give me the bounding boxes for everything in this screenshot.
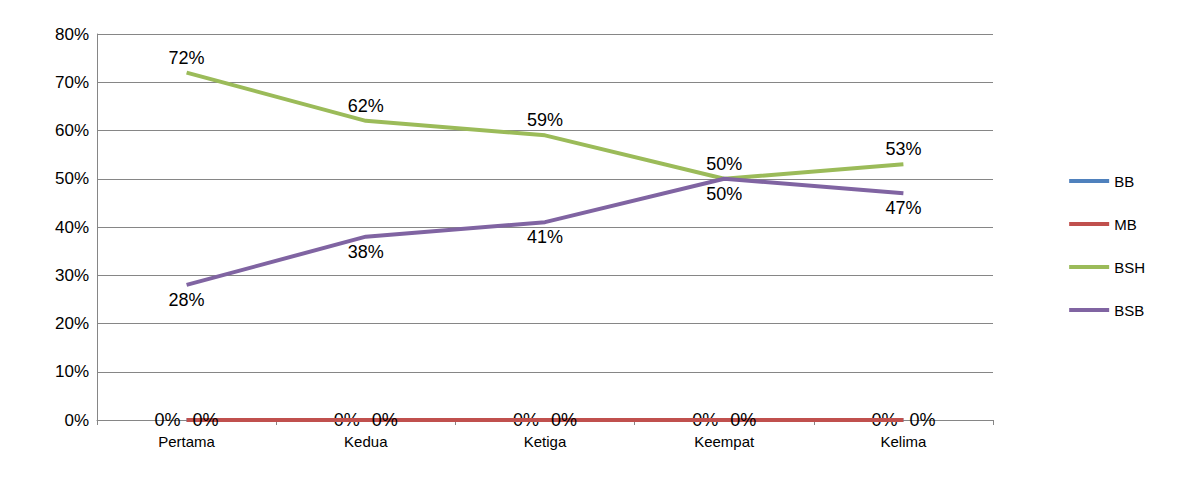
svg-text:10%: 10%	[55, 362, 89, 381]
svg-text:Kedua: Kedua	[344, 433, 388, 450]
svg-text:60%: 60%	[55, 121, 89, 140]
svg-text:62%: 62%	[348, 96, 384, 116]
svg-text:38%: 38%	[348, 242, 384, 262]
svg-text:40%: 40%	[55, 218, 89, 237]
svg-text:Pertama: Pertama	[158, 433, 215, 450]
svg-text:0%: 0%	[909, 410, 935, 430]
svg-text:0%: 0%	[551, 410, 577, 430]
svg-text:53%: 53%	[885, 139, 921, 159]
svg-text:30%: 30%	[55, 266, 89, 285]
svg-text:0%: 0%	[730, 410, 756, 430]
svg-text:50%: 50%	[706, 154, 742, 174]
svg-text:50%: 50%	[55, 169, 89, 188]
svg-text:59%: 59%	[527, 110, 563, 130]
svg-text:BB: BB	[1114, 173, 1134, 190]
svg-text:0%: 0%	[64, 411, 89, 430]
svg-text:72%: 72%	[169, 48, 205, 68]
svg-text:41%: 41%	[527, 227, 563, 247]
svg-text:0%: 0%	[372, 410, 398, 430]
svg-text:50%: 50%	[706, 184, 742, 204]
svg-text:BSB: BSB	[1114, 302, 1144, 319]
svg-text:0%: 0%	[871, 410, 898, 430]
svg-text:28%: 28%	[169, 290, 205, 310]
svg-text:0%: 0%	[333, 410, 360, 430]
svg-text:0%: 0%	[692, 410, 719, 430]
svg-text:Ketiga: Ketiga	[524, 433, 567, 450]
svg-text:0%: 0%	[155, 410, 181, 430]
svg-text:47%: 47%	[885, 198, 921, 218]
svg-text:80%: 80%	[55, 25, 89, 44]
svg-text:0%: 0%	[193, 410, 219, 430]
svg-text:MB: MB	[1114, 216, 1137, 233]
svg-text:BSH: BSH	[1114, 259, 1145, 276]
svg-text:Kelima: Kelima	[880, 433, 927, 450]
svg-text:0%: 0%	[513, 410, 539, 430]
svg-text:Keempat: Keempat	[694, 433, 755, 450]
svg-text:70%: 70%	[55, 73, 89, 92]
svg-text:20%: 20%	[55, 314, 89, 333]
